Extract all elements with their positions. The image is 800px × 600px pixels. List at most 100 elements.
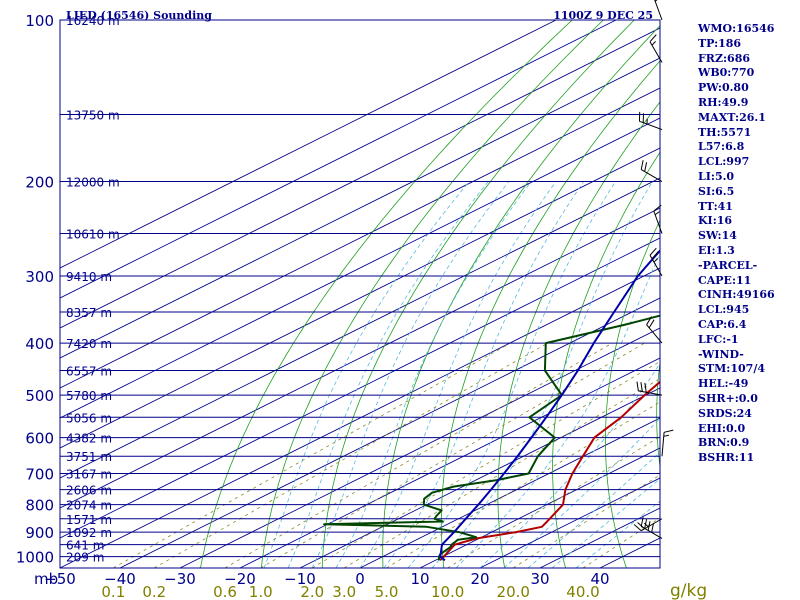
moist-adiabat-line bbox=[503, 417, 660, 568]
isotherm-line bbox=[239, 357, 660, 568]
temperature-axis-labels: −50 −40 −30 −20 −10 0 10 20 30 40 bbox=[44, 570, 609, 588]
height-label: 3167 m bbox=[66, 468, 112, 482]
index-item: SW:14 bbox=[698, 229, 737, 243]
mixing-ratio-line bbox=[447, 436, 660, 568]
index-item: CINH:49166 bbox=[698, 288, 775, 302]
height-label: 4382 m bbox=[66, 432, 112, 446]
dry-adiabat-line bbox=[552, 151, 660, 568]
mixing-ratio-line bbox=[312, 360, 660, 568]
wind-barb bbox=[636, 381, 663, 396]
isotherm-line bbox=[299, 387, 660, 568]
index-item: CAP:6.4 bbox=[698, 317, 747, 331]
wind-barb bbox=[649, 247, 663, 277]
wind-barb-flag bbox=[644, 162, 648, 172]
isotherm-line bbox=[60, 237, 660, 539]
index-item: -WIND- bbox=[698, 347, 744, 361]
isotherm-line bbox=[60, 57, 660, 359]
wind-barb-flag bbox=[663, 434, 669, 437]
temperature-tick-label: 30 bbox=[530, 570, 549, 588]
moist-adiabat-line bbox=[263, 181, 470, 568]
pressure-tick-label: 1000 bbox=[16, 549, 54, 567]
wind-barb-flag bbox=[651, 41, 656, 46]
height-label: 12000 m bbox=[66, 176, 120, 190]
index-item: -PARCEL- bbox=[698, 258, 758, 272]
mixing-ratio-label: 0.6 bbox=[213, 583, 237, 600]
height-label: 7420 m bbox=[66, 337, 112, 351]
mixing-ratio-label: 20.0 bbox=[497, 583, 530, 600]
wind-barb bbox=[640, 160, 663, 182]
wind-barb-flag bbox=[648, 319, 655, 329]
moist-adiabat-line bbox=[311, 181, 510, 568]
moist-adiabat-line bbox=[527, 451, 660, 568]
temperature-tick-label: 20 bbox=[470, 570, 489, 588]
wind-barb-flag bbox=[633, 524, 642, 532]
temperature-tick-label: 10 bbox=[410, 570, 429, 588]
moist-adiabat-line bbox=[479, 362, 660, 568]
height-label: 9410 m bbox=[66, 270, 112, 284]
wind-barb-flag bbox=[644, 522, 649, 528]
moist-adiabat-line bbox=[431, 181, 653, 568]
isotherm-line bbox=[359, 417, 660, 568]
wind-barb-flag bbox=[651, 251, 659, 260]
mixing-ratio-labels: 0.1 0.2 0.6 1.0 2.0 3.0 5.0 10.0 20.0 40.0 bbox=[101, 583, 599, 600]
mixing-ratio-line bbox=[260, 342, 645, 568]
wind-barb-flag bbox=[649, 34, 657, 43]
index-item: EI:1.3 bbox=[698, 243, 735, 257]
plot-frame bbox=[59, 19, 661, 569]
moist-adiabat-line bbox=[335, 181, 532, 568]
pressure-tick-label: 700 bbox=[25, 466, 54, 484]
pressure-tick-label: 900 bbox=[25, 524, 54, 542]
mixing-ratio-line bbox=[113, 342, 511, 568]
wind-barb-flag bbox=[653, 258, 658, 263]
dewpoint-trace bbox=[323, 314, 660, 561]
height-label: 209 m bbox=[66, 551, 104, 565]
mixing-ratio-label: 10.0 bbox=[431, 583, 464, 600]
index-item: LI:5.0 bbox=[698, 169, 735, 183]
moist-adiabat-line bbox=[359, 181, 557, 568]
mixing-ratio-label: 0.1 bbox=[101, 583, 125, 600]
index-item: TP:186 bbox=[698, 36, 742, 50]
wind-barb bbox=[654, 0, 663, 21]
wind-barb-flag bbox=[654, 211, 660, 216]
mixing-ratio-line bbox=[154, 342, 548, 568]
index-item: LCL:997 bbox=[698, 155, 750, 169]
pressure-tick-label: 300 bbox=[25, 268, 54, 286]
height-label: 5056 m bbox=[66, 411, 112, 425]
temperature-tick-label: 0 bbox=[355, 570, 365, 588]
index-item: STM:107/4 bbox=[698, 362, 765, 376]
parcel-trace bbox=[439, 249, 660, 562]
pressure-tick-label: 400 bbox=[25, 335, 54, 353]
isotherm-line bbox=[60, 147, 660, 449]
index-item: LFC:-1 bbox=[698, 332, 739, 346]
height-label: 6557 m bbox=[66, 365, 112, 379]
wind-barb-flag bbox=[653, 204, 662, 212]
dry-adiabat-line bbox=[656, 359, 660, 470]
dry-adiabat-line bbox=[497, 101, 660, 568]
index-item: WMO:16546 bbox=[698, 22, 775, 35]
index-item: HEL:-49 bbox=[698, 377, 749, 391]
mixing-ratio-label: 2.0 bbox=[300, 583, 324, 600]
height-label: 13750 m bbox=[66, 108, 120, 122]
wind-barb-flag bbox=[663, 429, 674, 433]
index-item: LCL:945 bbox=[698, 303, 750, 317]
wind-barb bbox=[653, 204, 663, 234]
index-item: CAPE:11 bbox=[698, 273, 752, 287]
height-label: 1571 m bbox=[66, 513, 112, 527]
dry-adiabat-line bbox=[321, 20, 635, 568]
isotherm-line bbox=[60, 27, 660, 329]
dry-adiabat-line bbox=[200, 20, 573, 568]
isotherm-line bbox=[179, 327, 660, 568]
temperature-tick-label: 40 bbox=[590, 570, 609, 588]
stability-indices: WMO:16546 TP:186 FRZ:686 WB0:770 PW:0.80 RH:4… bbox=[698, 22, 775, 466]
wind-barb bbox=[649, 34, 663, 63]
wind-barb-flag bbox=[646, 316, 652, 325]
mixing-ratio-label: 3.0 bbox=[332, 583, 356, 600]
height-label: 5780 m bbox=[66, 389, 112, 403]
mixing-ratio-line bbox=[224, 342, 613, 568]
wind-barb-flag bbox=[640, 382, 643, 392]
index-item: SRDS:24 bbox=[698, 406, 752, 420]
index-item: EHI:0.0 bbox=[698, 421, 746, 435]
isotherm-line bbox=[60, 267, 660, 568]
height-label: 3751 m bbox=[66, 450, 112, 464]
mixing-ratio-label: 1.0 bbox=[249, 583, 273, 600]
